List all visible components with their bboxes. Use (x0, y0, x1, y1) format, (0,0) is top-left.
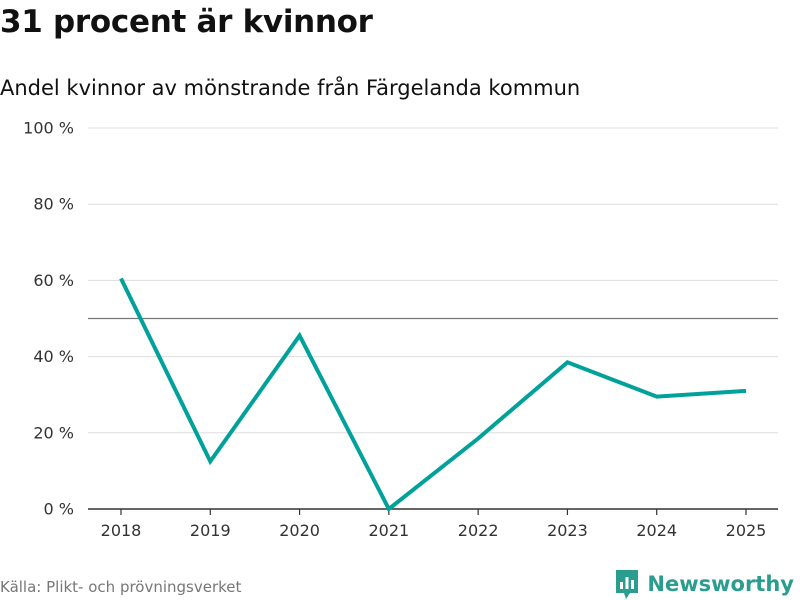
source-note: Källa: Plikt- och prövningsverket (0, 578, 242, 596)
series-line (119, 277, 747, 513)
x-tick-label: 2025 (726, 521, 767, 540)
x-tick-label: 2020 (279, 521, 320, 540)
y-tick-label: 60 % (33, 271, 74, 290)
y-tick-label: 40 % (33, 347, 74, 366)
x-tick-label: 2023 (547, 521, 588, 540)
chart-title: 31 procent är kvinnor (0, 4, 373, 40)
x-tick-label: 2021 (368, 521, 409, 540)
y-tick-label: 80 % (33, 195, 74, 214)
y-tick-label: 0 % (44, 500, 74, 519)
newsworthy-logo-icon (616, 570, 639, 599)
y-tick-label: 100 % (23, 119, 74, 138)
line-chart: 0 % 20 % 40 % 60 % 80 % 100 % 2018 2019 2020 2021… (23, 119, 778, 540)
brand-name: Newsworthy (647, 572, 794, 596)
brand-logo: Newsworthy (614, 568, 794, 600)
y-tick-label: 20 % (33, 423, 74, 442)
chart-subtitle: Andel kvinnor av mönstrande från Färgela… (0, 76, 581, 100)
x-tick-label: 2022 (458, 521, 499, 540)
x-tick-label: 2018 (101, 521, 142, 540)
x-tick-label: 2024 (636, 521, 677, 540)
x-tick-label: 2019 (190, 521, 231, 540)
